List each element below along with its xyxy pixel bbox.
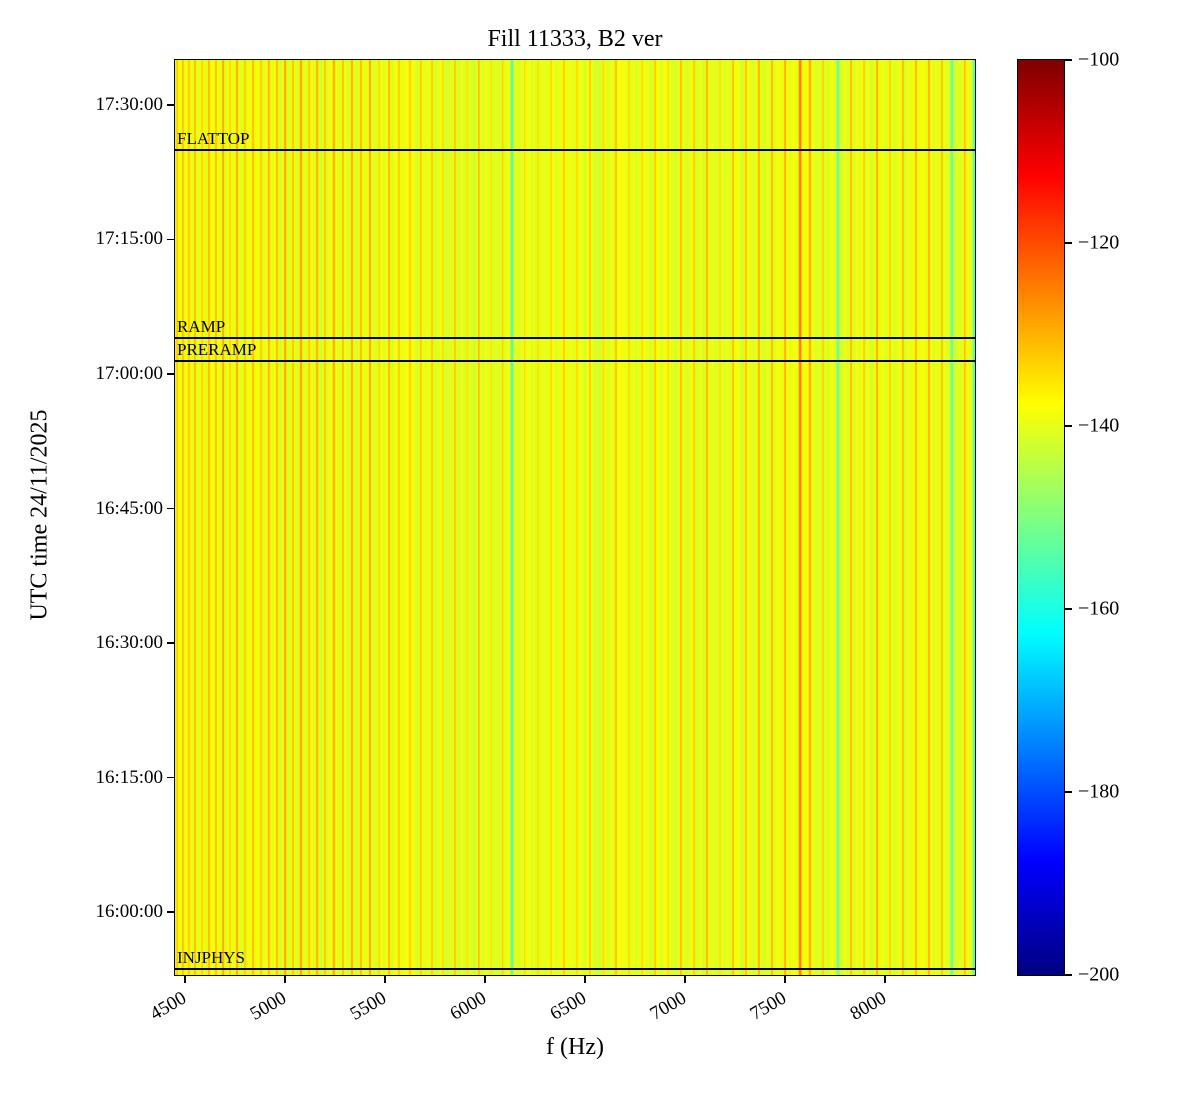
colorbar-tick-label: −140: [1078, 414, 1120, 437]
colorbar-canvas: [1018, 60, 1064, 975]
y-tick-mark: [167, 642, 174, 644]
y-tick-label: 16:00:00: [95, 901, 163, 923]
colorbar-tick-mark: [1065, 242, 1072, 244]
x-axis-label: f (Hz): [546, 1034, 604, 1060]
x-tick-label: 6000: [446, 987, 490, 1025]
y-tick-mark: [167, 104, 174, 106]
colorbar-tick-label: −120: [1078, 231, 1120, 254]
colorbar-tick-label: −160: [1078, 597, 1120, 620]
y-tick-mark: [167, 911, 174, 913]
colorbar-tick-mark: [1065, 791, 1072, 793]
heatmap-canvas: [175, 60, 975, 975]
x-tick-label: 8000: [846, 987, 890, 1025]
colorbar-tick-label: −180: [1078, 780, 1120, 803]
x-tick-mark: [484, 976, 486, 983]
x-tick-label: 7000: [646, 987, 690, 1025]
y-tick-label: 16:45:00: [95, 497, 163, 519]
x-tick-label: 6500: [546, 987, 590, 1025]
colorbar-tick-label: −200: [1078, 963, 1120, 986]
colorbar-tick-mark: [1065, 59, 1072, 61]
colorbar: [1017, 59, 1065, 976]
x-tick-mark: [384, 976, 386, 983]
y-tick-label: 17:30:00: [95, 93, 163, 115]
y-tick-mark: [167, 776, 174, 779]
x-tick-mark: [684, 976, 686, 983]
beam-mode-label-flattop: FLATTOP: [177, 128, 250, 148]
y-tick-mark: [167, 507, 174, 510]
x-tick-mark: [584, 976, 586, 983]
beam-mode-line-injphys: [175, 968, 975, 971]
y-tick-label: 17:00:00: [95, 362, 163, 384]
y-tick-label: 17:15:00: [95, 228, 163, 250]
heatmap-plot: FLATTOP RAMP PRERAMP INJPHYS: [174, 59, 976, 976]
x-tick-mark: [184, 976, 186, 983]
chart-title: Fill 11333, B2 ver: [487, 26, 663, 52]
colorbar-tick-mark: [1065, 425, 1072, 427]
beam-mode-line-preramp: [175, 359, 975, 362]
beam-mode-label-ramp: RAMP: [177, 317, 226, 337]
x-tick-mark: [284, 976, 286, 983]
x-tick-label: 7500: [746, 987, 790, 1025]
y-tick-label: 16:15:00: [95, 766, 163, 788]
x-tick-label: 4500: [146, 987, 190, 1025]
colorbar-tick-mark: [1065, 974, 1072, 976]
y-tick-label: 16:30:00: [95, 632, 163, 654]
x-tick-mark: [884, 976, 886, 983]
x-tick-label: 5000: [246, 987, 290, 1025]
y-tick-mark: [167, 238, 174, 241]
y-tick-mark: [167, 373, 174, 375]
beam-mode-line-flattop: [175, 148, 975, 151]
colorbar-tick-mark: [1065, 608, 1072, 610]
beam-mode-label-preramp: PRERAMP: [177, 339, 257, 359]
x-tick-mark: [784, 976, 786, 983]
y-axis-label: UTC time 24/11/2025: [26, 409, 53, 621]
beam-mode-label-injphys: INJPHYS: [177, 948, 246, 968]
beam-mode-line-ramp: [175, 337, 975, 340]
x-tick-label: 5500: [346, 987, 390, 1025]
colorbar-tick-label: −100: [1078, 48, 1120, 71]
